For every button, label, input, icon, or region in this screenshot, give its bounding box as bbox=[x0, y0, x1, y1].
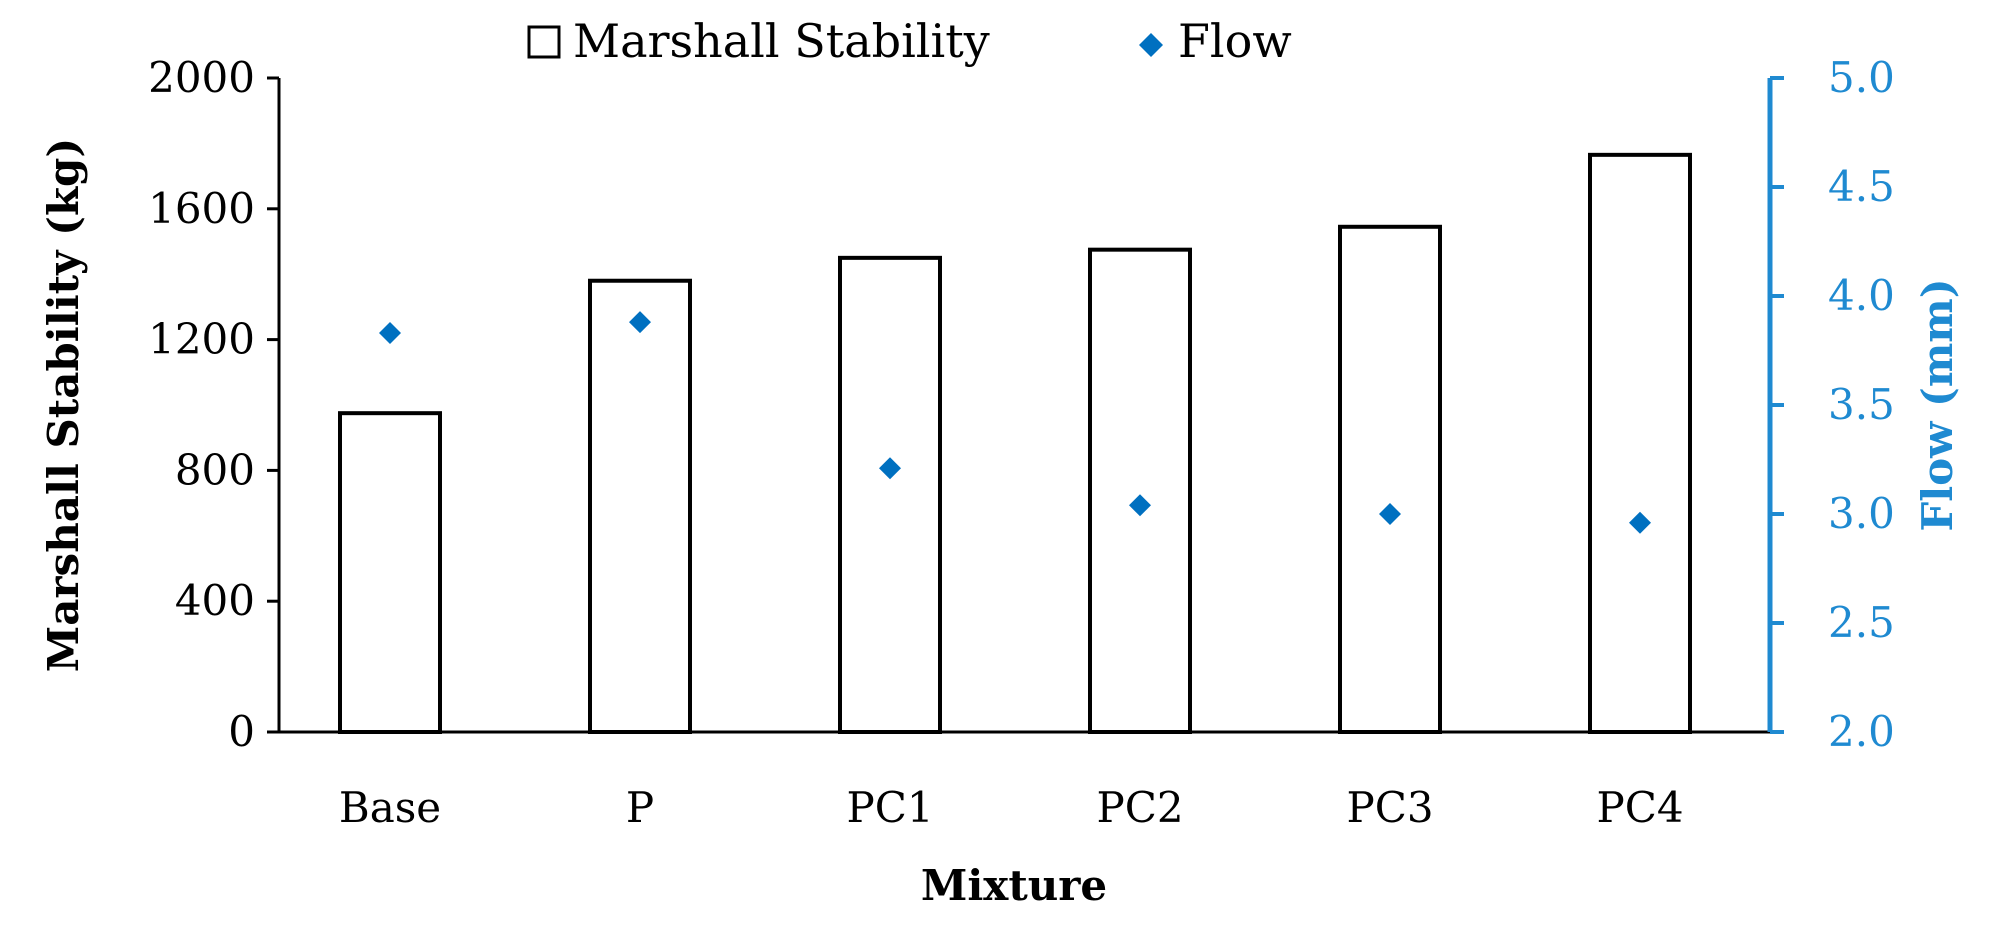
left-tick-label: 1600 bbox=[148, 184, 255, 233]
right-tick-label: 3.5 bbox=[1828, 380, 1895, 429]
left-tick-label: 0 bbox=[228, 707, 255, 756]
right-tick-label: 5.0 bbox=[1828, 53, 1895, 102]
bar-pc1 bbox=[838, 255, 942, 734]
legend-marker-flow bbox=[1139, 33, 1163, 57]
flow-point-pc4 bbox=[1629, 511, 1651, 534]
bar-pc4 bbox=[1588, 152, 1692, 735]
flow-point-base bbox=[379, 322, 401, 345]
bar-pc3 bbox=[1338, 224, 1442, 734]
bar-pc2 bbox=[1088, 247, 1192, 735]
right-tick-label: 2.0 bbox=[1828, 707, 1895, 756]
x-tick-label: Base bbox=[339, 783, 441, 832]
right-tick-label: 4.5 bbox=[1828, 162, 1895, 211]
flow-point-p bbox=[629, 311, 651, 334]
left-tick-label: 800 bbox=[175, 445, 255, 494]
legend-label-flow: Flow bbox=[1178, 14, 1292, 68]
right-tick-label: 3.0 bbox=[1828, 489, 1895, 538]
right-axis-title: Flow (mm) bbox=[1913, 278, 1962, 531]
x-tick-label: PC4 bbox=[1596, 783, 1683, 832]
x-tick-label: PC1 bbox=[846, 783, 933, 832]
x-tick-label: PC3 bbox=[1346, 783, 1433, 832]
right-tick-label: 4.0 bbox=[1828, 271, 1895, 320]
left-tick-label: 1200 bbox=[148, 315, 255, 364]
flow-point-pc1 bbox=[879, 457, 901, 480]
left-tick-label: 2000 bbox=[148, 53, 255, 102]
flow-point-pc3 bbox=[1379, 503, 1401, 525]
x-axis-title: Mixture bbox=[921, 861, 1107, 910]
x-tick-label: P bbox=[626, 783, 654, 832]
x-tick-label: PC2 bbox=[1096, 783, 1183, 832]
bar-p bbox=[588, 278, 692, 734]
flow-point-pc2 bbox=[1129, 494, 1151, 517]
right-tick-label: 2.5 bbox=[1828, 598, 1895, 647]
legend-label-stability: Marshall Stability bbox=[573, 14, 990, 68]
left-axis-title: Marshall Stability (kg) bbox=[39, 138, 88, 673]
legend-marker-stability bbox=[527, 25, 561, 59]
bar-base bbox=[338, 411, 442, 734]
left-tick-label: 400 bbox=[175, 576, 255, 625]
